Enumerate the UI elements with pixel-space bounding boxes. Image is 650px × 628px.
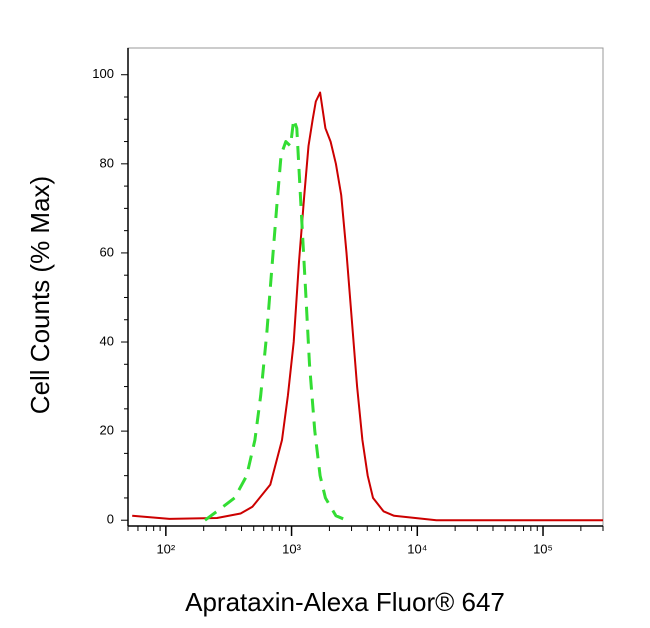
y-tick-label: 20 [100, 423, 114, 438]
x-axis-title: Aprataxin-Alexa Fluor® 647 [185, 587, 505, 617]
x-tick-label: 10³ [282, 541, 301, 556]
y-tick-label: 0 [107, 512, 114, 527]
y-axis-title: Cell Counts (% Max) [25, 176, 55, 414]
y-tick-label: 80 [100, 155, 114, 170]
histogram-line [204, 117, 348, 522]
x-tick-label: 10² [156, 541, 175, 556]
y-tick-label: 40 [100, 333, 114, 348]
x-tick-label: 10⁴ [407, 541, 427, 556]
histogram-line [132, 91, 603, 522]
y-tick-label: 60 [100, 244, 114, 259]
y-tick-label: 100 [92, 66, 114, 81]
x-tick-label: 10⁵ [533, 541, 553, 556]
